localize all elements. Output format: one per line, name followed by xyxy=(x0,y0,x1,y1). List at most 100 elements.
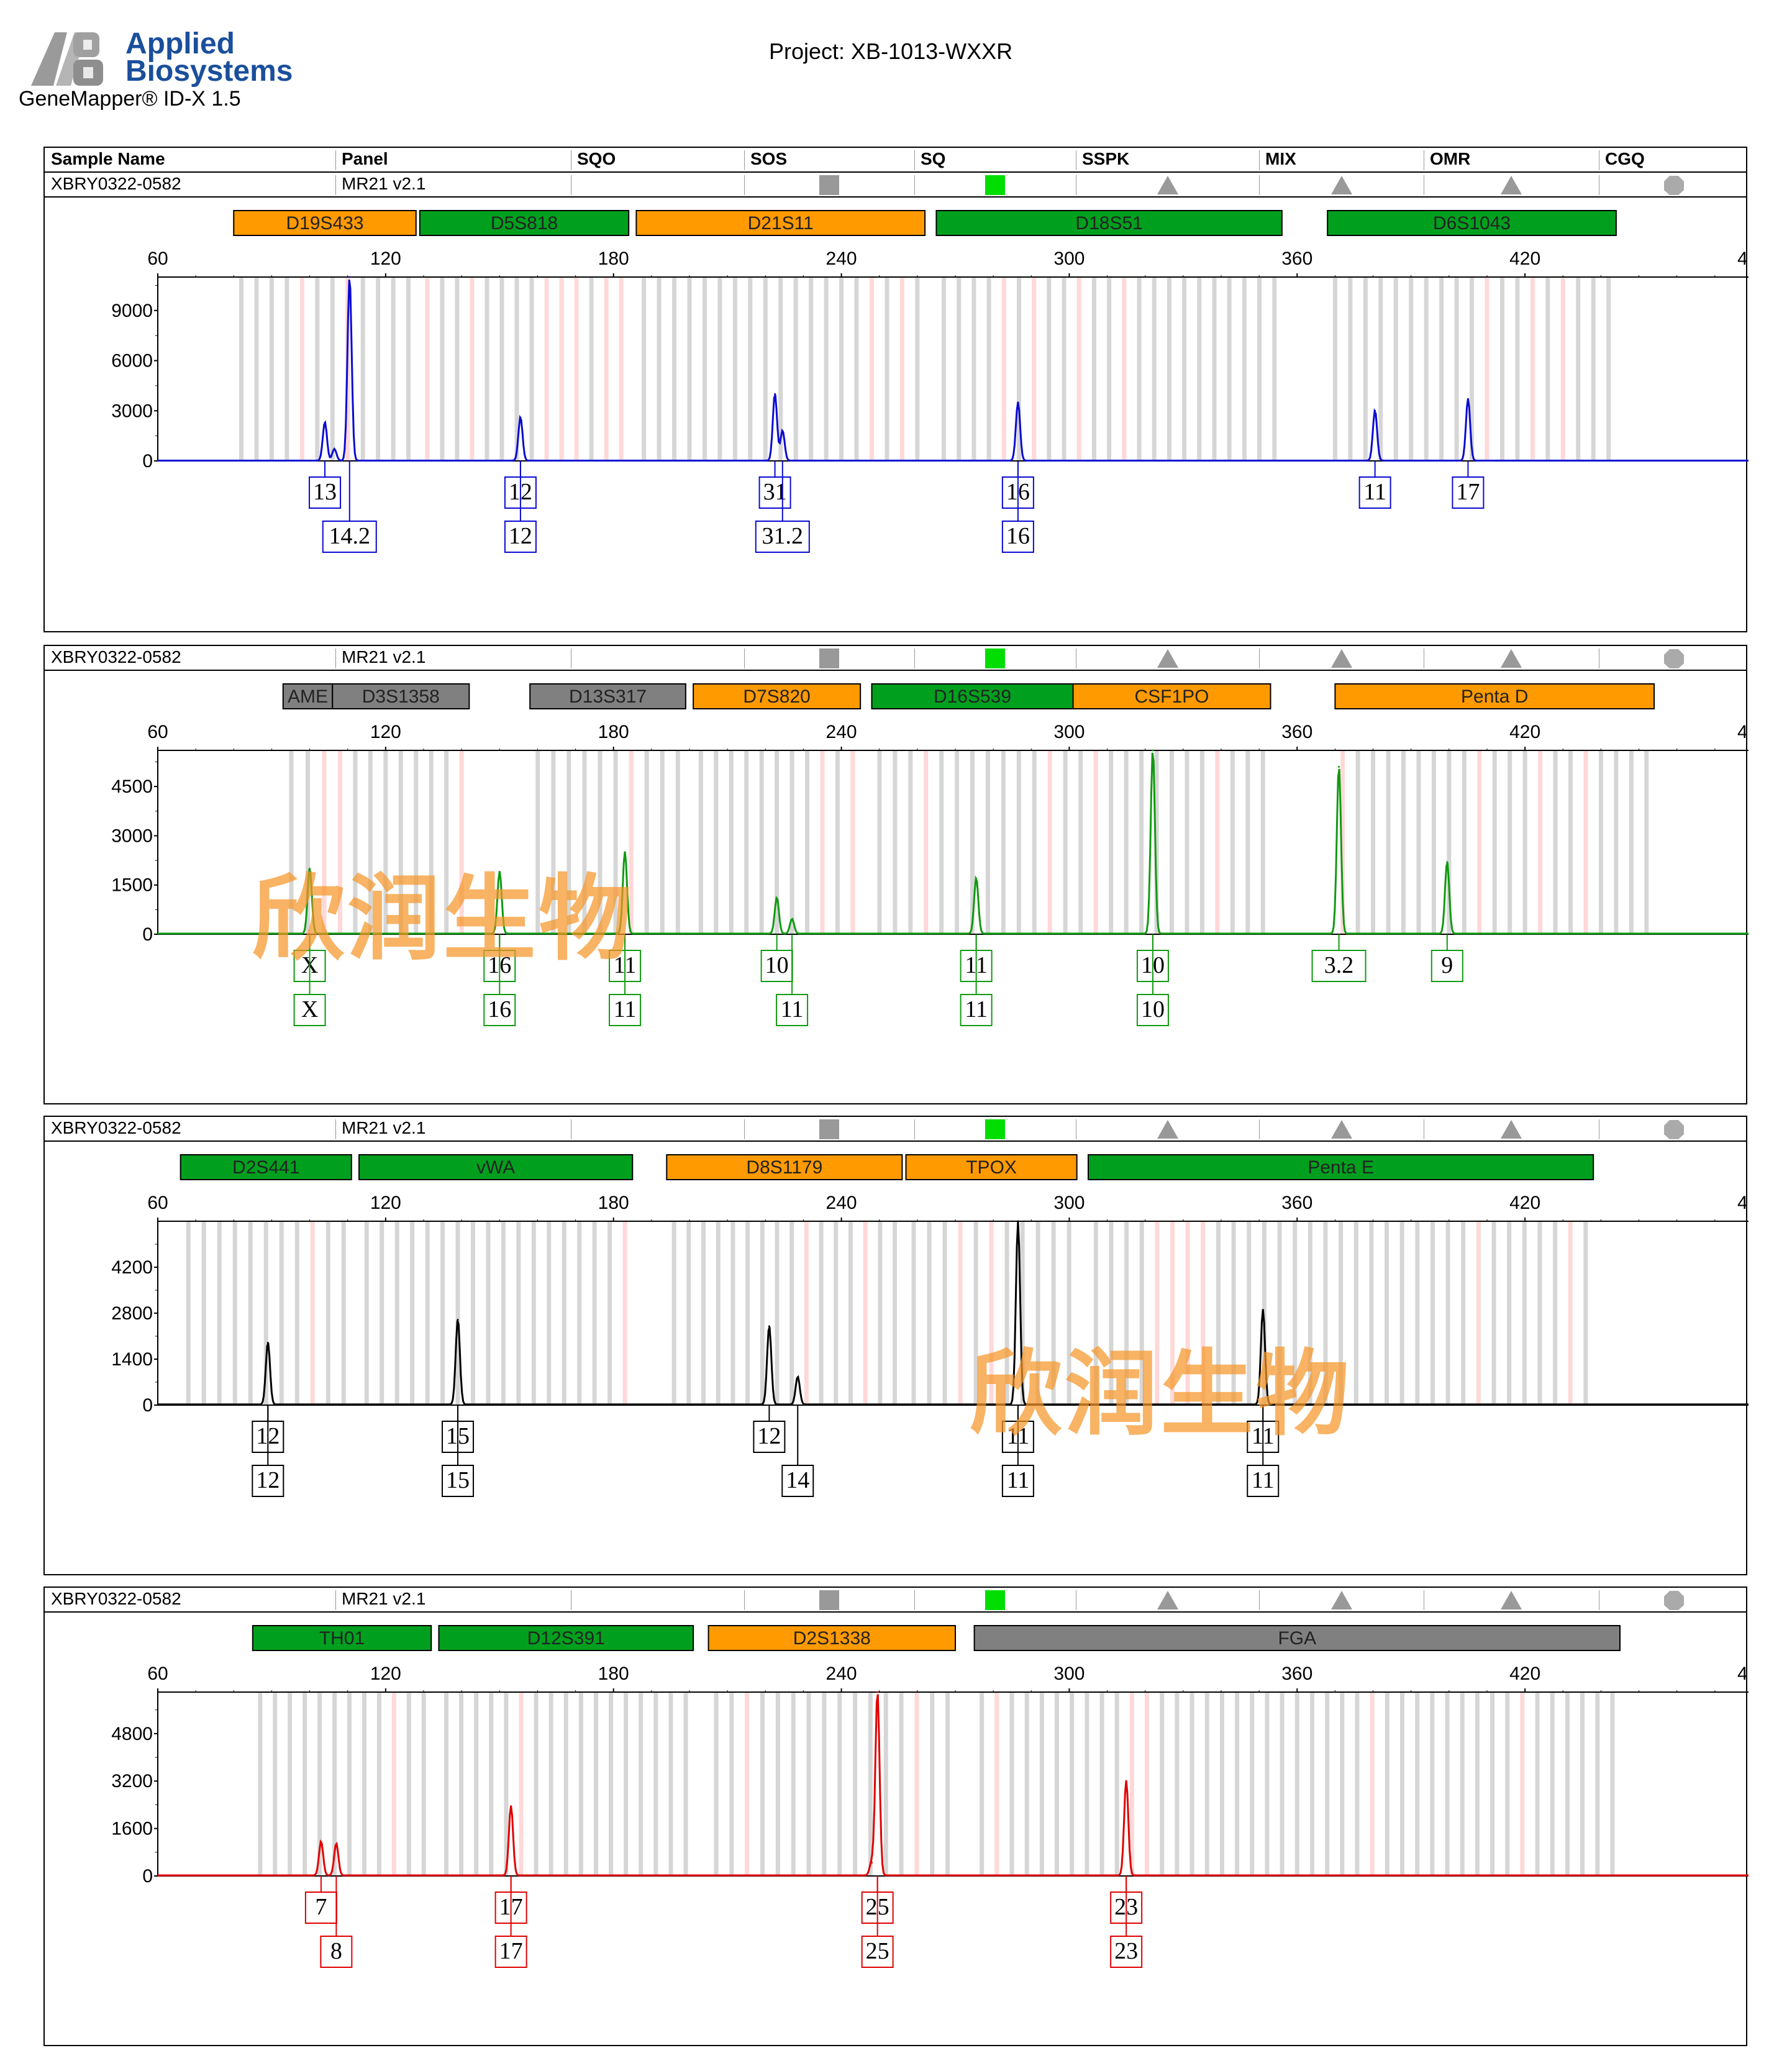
allele-call-label[interactable]: 31 xyxy=(758,461,791,509)
peak-point[interactable] xyxy=(333,448,335,450)
marker-bar-th01[interactable]: TH01 xyxy=(252,1625,432,1651)
peak-point[interactable] xyxy=(519,416,522,419)
peak-point[interactable] xyxy=(510,1805,512,1808)
allele-call-label[interactable]: 17 xyxy=(494,1876,527,1968)
peak-point[interactable] xyxy=(1338,765,1340,768)
peak-point[interactable] xyxy=(1017,1220,1019,1222)
marker-bar-d8s1179[interactable]: D8S1179 xyxy=(666,1154,903,1180)
peak-point[interactable] xyxy=(1467,398,1469,400)
column-header-sspk[interactable]: SSPK xyxy=(1082,149,1130,168)
marker-bar-d18s51[interactable]: D18S51 xyxy=(935,210,1283,236)
marker-bar-d5s818[interactable]: D5S818 xyxy=(419,210,630,236)
allele-label-box xyxy=(1001,521,1034,553)
sample-row[interactable]: XBRY0322-0582 MR21 v2.1 xyxy=(45,173,1746,198)
peak-point[interactable] xyxy=(320,1841,322,1843)
allele-call-label[interactable]: X xyxy=(293,934,326,1026)
peak-point[interactable] xyxy=(324,421,326,424)
column-header-sample-name[interactable]: Sample Name xyxy=(51,149,165,168)
column-header-cgq[interactable]: CGQ xyxy=(1605,149,1645,168)
peak-point[interactable] xyxy=(774,393,776,395)
allele-call-label[interactable]: 16 xyxy=(483,934,516,1026)
allele-call-label[interactable]: 16 xyxy=(1001,461,1034,553)
peak-point[interactable] xyxy=(1125,1780,1127,1782)
marker-bar-penta-e[interactable]: Penta E xyxy=(1088,1154,1594,1180)
peak-point[interactable] xyxy=(781,430,784,432)
peak-point[interactable] xyxy=(457,1319,459,1321)
peak-point[interactable] xyxy=(796,1376,799,1378)
peak-point[interactable] xyxy=(1017,401,1019,404)
peak-point[interactable] xyxy=(1262,1309,1264,1311)
peak-point[interactable] xyxy=(876,1691,879,1693)
sample-row[interactable]: XBRY0322-0582 MR21 v2.1 xyxy=(45,1117,1746,1142)
allele-call-label[interactable]: 11 xyxy=(1247,1405,1280,1497)
allele-call-label[interactable]: 17 xyxy=(1452,461,1485,509)
flag-sos-square-icon xyxy=(819,1590,839,1610)
marker-bar-vwa[interactable]: vWA xyxy=(358,1154,634,1180)
column-header-sq[interactable]: SQ xyxy=(921,149,946,168)
marker-bar-d12s391[interactable]: D12S391 xyxy=(438,1625,694,1651)
peak-point[interactable] xyxy=(768,1325,770,1327)
allele-label-box xyxy=(755,521,810,553)
sample-row[interactable]: XBRY0322-0582 MR21 v2.1 xyxy=(45,1588,1746,1613)
allele-call-label[interactable]: 31.2 xyxy=(755,461,810,553)
column-header-omr[interactable]: OMR xyxy=(1430,149,1471,168)
allele-call-label[interactable]: 10 xyxy=(1136,934,1169,1026)
column-header-panel[interactable]: Panel xyxy=(342,149,388,168)
marker-bar-d3s1358[interactable]: D3S1358 xyxy=(332,683,470,709)
marker-bar-tpox[interactable]: TPOX xyxy=(905,1154,1078,1180)
marker-bar-ame[interactable]: AME xyxy=(282,683,334,709)
allele-call-label[interactable]: 7 xyxy=(304,1876,337,1924)
allele-call-label[interactable]: 11 xyxy=(960,934,993,1026)
allele-call-label[interactable]: 12 xyxy=(504,461,537,553)
column-header-sos[interactable]: SOS xyxy=(750,149,788,168)
allele-call-label[interactable]: 11 xyxy=(609,934,642,1026)
peak-point[interactable] xyxy=(776,897,778,899)
peak-point[interactable] xyxy=(791,918,793,921)
marker-bar-fga[interactable]: FGA xyxy=(973,1625,1621,1651)
peak-point[interactable] xyxy=(975,877,978,880)
marker-bar-d2s441[interactable]: D2S441 xyxy=(180,1154,352,1180)
marker-bar-d13s317[interactable]: D13S317 xyxy=(529,683,686,709)
marker-bar-d7s820[interactable]: D7S820 xyxy=(693,683,862,709)
peak-point[interactable] xyxy=(266,1342,269,1344)
allele-call-label[interactable]: 9 xyxy=(1430,934,1463,982)
y-tick-label: 2800 xyxy=(111,1303,153,1324)
allele-call: 16 xyxy=(1006,523,1030,549)
allele-call-label[interactable]: 12 xyxy=(753,1405,786,1453)
peak-point[interactable] xyxy=(1374,409,1376,412)
peak-point[interactable] xyxy=(309,867,311,870)
allele-call-label[interactable]: 11 xyxy=(1001,1405,1034,1497)
allele-call-label[interactable]: 14 xyxy=(781,1405,814,1497)
column-header-mix[interactable]: MIX xyxy=(1265,149,1296,168)
allele-call-label[interactable]: 23 xyxy=(1110,1876,1143,1968)
peak-point[interactable] xyxy=(1446,861,1449,863)
marker-bar-d16s539[interactable]: D16S539 xyxy=(871,683,1074,709)
peak-point[interactable] xyxy=(1152,749,1154,752)
allele-call-label[interactable]: 11 xyxy=(776,934,809,1026)
peak-point[interactable] xyxy=(348,276,351,278)
allele-call-label[interactable]: 25 xyxy=(861,1876,894,1968)
allele-call-label[interactable]: 3.2 xyxy=(1311,934,1367,982)
peak-point[interactable] xyxy=(870,1862,873,1864)
allele-call: 9 xyxy=(1441,952,1453,978)
marker-bar-csf1po[interactable]: CSF1PO xyxy=(1072,683,1271,709)
marker-bar-penta-d[interactable]: Penta D xyxy=(1334,683,1655,709)
sample-row[interactable]: XBRY0322-0582 MR21 v2.1 xyxy=(45,646,1746,671)
allele-call-label[interactable]: 10 xyxy=(760,934,793,982)
allele-call-label[interactable]: 12 xyxy=(252,1405,284,1497)
marker-bar-d6s1043[interactable]: D6S1043 xyxy=(1327,210,1617,236)
peak-point[interactable] xyxy=(335,1842,337,1845)
allele-call-label[interactable]: 11 xyxy=(1358,461,1391,509)
peak-point[interactable] xyxy=(624,851,626,854)
allele-call-label[interactable]: 13 xyxy=(309,461,342,509)
x-tick-label: 60 xyxy=(147,722,168,742)
allele-call-label[interactable]: 15 xyxy=(442,1405,475,1497)
peak-point[interactable] xyxy=(498,871,501,873)
allele-call-label[interactable]: 14.2 xyxy=(322,461,377,553)
flag-sq-square-icon xyxy=(985,1119,1005,1139)
marker-bar-d19s433[interactable]: D19S433 xyxy=(233,210,417,236)
marker-bar-d2s1338[interactable]: D2S1338 xyxy=(707,1625,956,1651)
allele-call-label[interactable]: 8 xyxy=(320,1876,353,1968)
column-header-sqo[interactable]: SQO xyxy=(577,149,616,168)
marker-bar-d21s11[interactable]: D21S11 xyxy=(635,210,926,236)
